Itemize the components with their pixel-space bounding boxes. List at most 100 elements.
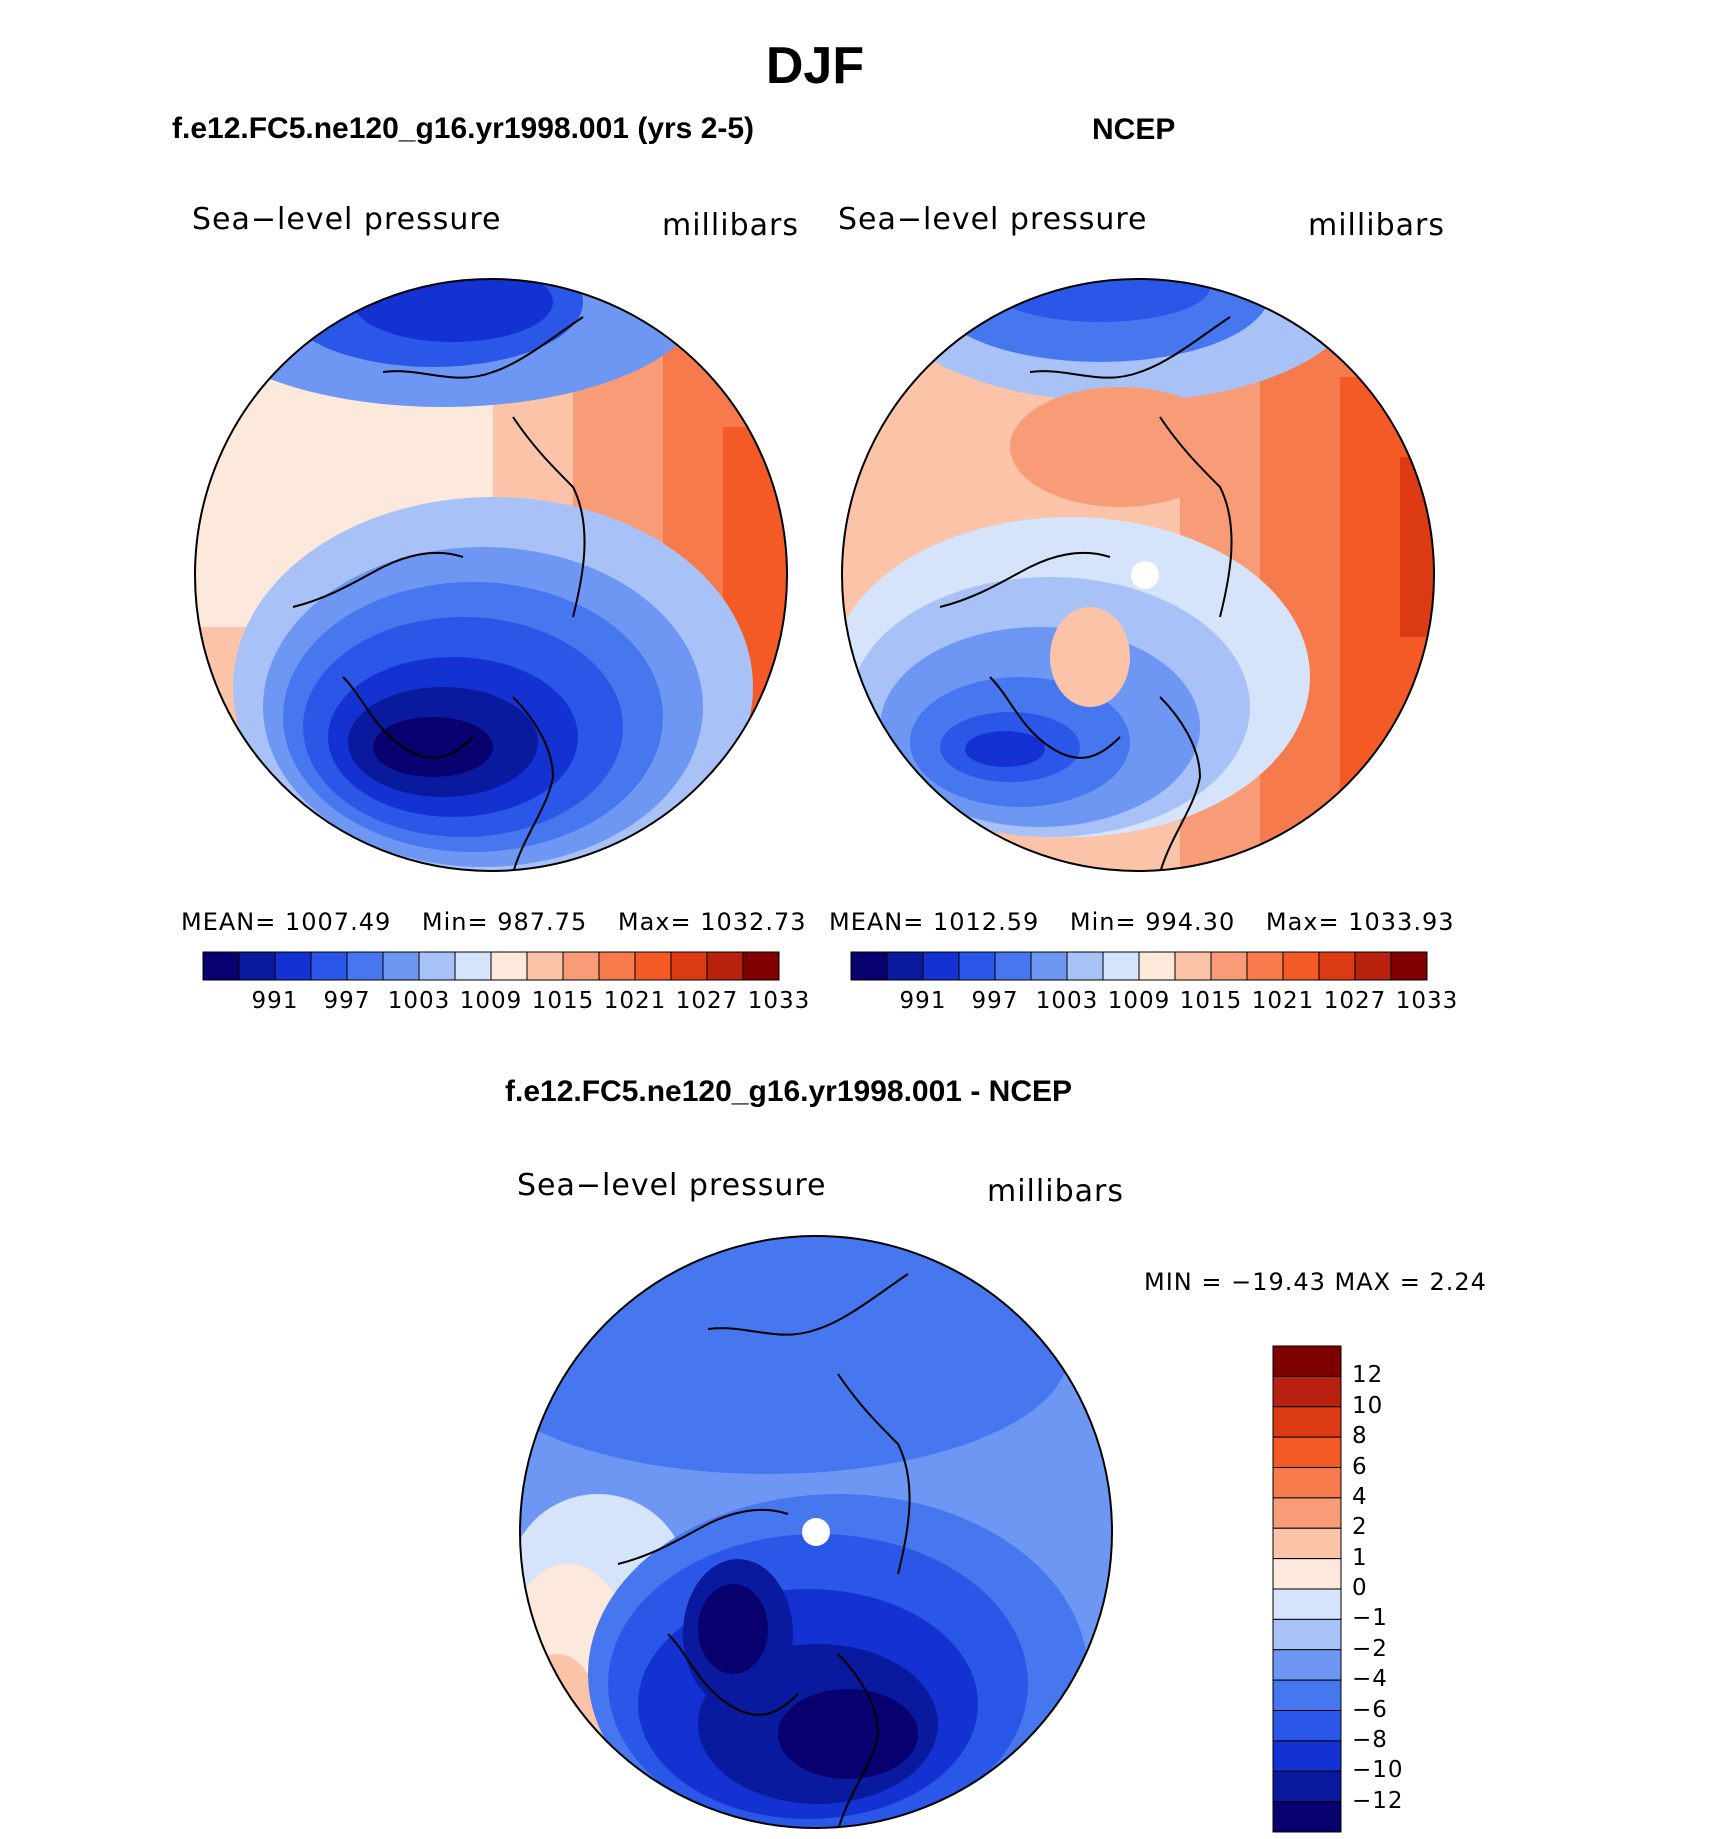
colorbar-tick-label: 1015	[1179, 988, 1243, 1014]
colorbar-model	[202, 951, 780, 981]
min-label: Min=	[1069, 908, 1137, 936]
stats-difference: MIN = −19.43 MAX = 2.24	[1144, 1268, 1487, 1296]
colorbar-tick-label: 1003	[1035, 988, 1099, 1014]
panel-title-model: f.e12.FC5.ne120_g16.yr1998.001 (yrs 2-5)	[172, 112, 755, 145]
colorbar-swatch	[1030, 951, 1068, 981]
colorbar-swatch	[454, 951, 492, 981]
stats-model: MEAN= 1007.49 Min= 987.75 Max= 1032.73	[181, 908, 806, 936]
colorbar-swatch	[1174, 951, 1212, 981]
main-title: DJF	[765, 37, 865, 95]
colorbar-swatch	[1272, 1558, 1342, 1590]
colorbar-tick-label: 1033	[1395, 988, 1459, 1014]
colorbar-swatch	[202, 951, 240, 981]
mean-value: 1007.49	[285, 908, 392, 936]
colorbar-swatch	[634, 951, 672, 981]
colorbar-swatch	[1282, 951, 1320, 981]
colorbar-swatch	[1102, 951, 1140, 981]
colorbar-swatch	[1210, 951, 1248, 981]
colorbar-swatch	[310, 951, 348, 981]
colorbar-swatch	[1272, 1649, 1342, 1681]
colorbar-swatch	[1318, 951, 1356, 981]
panel-title-difference: f.e12.FC5.ne120_g16.yr1998.001 - NCEP	[505, 1075, 1072, 1108]
colorbar-tick-label: 8	[1352, 1423, 1368, 1450]
colorbar-tick-label: 997	[971, 988, 1019, 1014]
colorbar-swatch	[742, 951, 780, 981]
colorbar-swatch	[1272, 1710, 1342, 1742]
colorbar-swatch	[886, 951, 924, 981]
min-value: 994.30	[1145, 908, 1236, 936]
colorbar-swatch	[1272, 1801, 1342, 1833]
colorbar-swatch	[994, 951, 1032, 981]
colorbar-swatch	[1246, 951, 1284, 981]
colorbar-swatch	[382, 951, 420, 981]
colorbar-tick-label: 1009	[1107, 988, 1171, 1014]
colorbar-tick-label: −1	[1352, 1605, 1388, 1632]
colorbar-tick-label: 1021	[1251, 988, 1315, 1014]
colorbar-tick-label: −12	[1352, 1787, 1404, 1814]
colorbar-swatch	[346, 951, 384, 981]
colorbar-swatch	[706, 951, 744, 981]
colorbar-swatch	[1272, 1436, 1342, 1468]
colorbar-tick-label: 0	[1352, 1575, 1368, 1601]
variable-label-model: Sea−level pressure	[192, 202, 502, 237]
max-value: 1032.73	[700, 908, 807, 936]
colorbar-tick-label: 10	[1352, 1392, 1384, 1419]
map-model	[194, 278, 788, 872]
variable-label-ncep: Sea−level pressure	[838, 202, 1148, 237]
colorbar-tick-label: 1	[1352, 1544, 1368, 1571]
colorbar-tick-label: −2	[1352, 1635, 1388, 1662]
colorbar-swatch	[1066, 951, 1104, 981]
stats-ncep: MEAN= 1012.59 Min= 994.30 Max= 1033.93	[829, 908, 1454, 936]
colorbar-swatch	[1272, 1679, 1342, 1711]
colorbar-tick-label: 991	[899, 988, 947, 1014]
colorbar-tick-label: 6	[1352, 1453, 1368, 1480]
mean-label: MEAN=	[181, 908, 277, 936]
colorbar-tick-label: −4	[1352, 1666, 1388, 1693]
colorbar-tick-label: 2	[1352, 1514, 1368, 1541]
colorbar-tick-label: 997	[323, 988, 371, 1014]
colorbar-swatch	[670, 951, 708, 981]
colorbar-labels-ncep: 991 997 1003 1009 1015 1021 1027 1033	[851, 988, 1458, 1018]
min-label: Min=	[421, 908, 489, 936]
units-label-difference: millibars	[987, 1174, 1124, 1209]
colorbar-swatch	[1390, 951, 1428, 981]
colorbar-tick-label: −8	[1352, 1726, 1388, 1753]
colorbar-swatch	[562, 951, 600, 981]
colorbar-swatch	[598, 951, 636, 981]
max-label: Max=	[617, 908, 692, 936]
colorbar-swatch	[526, 951, 564, 981]
units-label-ncep: millibars	[1308, 208, 1445, 243]
colorbar-tick-label: 1015	[531, 988, 595, 1014]
colorbar-ncep	[850, 951, 1428, 981]
colorbar-swatch	[1272, 1406, 1342, 1438]
max-value: 1033.93	[1348, 908, 1455, 936]
colorbar-swatch	[490, 951, 528, 981]
colorbar-swatch	[1272, 1497, 1342, 1529]
colorbar-swatch	[1272, 1618, 1342, 1651]
colorbar-swatch	[418, 951, 456, 981]
colorbar-tick-label: 1027	[675, 988, 739, 1014]
colorbar-tick-label: 1009	[459, 988, 523, 1014]
colorbar-swatch	[850, 951, 888, 981]
colorbar-tick-label: 1027	[1323, 988, 1387, 1014]
colorbar-swatch	[1272, 1527, 1342, 1560]
colorbar-tick-label: −6	[1352, 1696, 1388, 1723]
colorbar-labels-model: 991 997 1003 1009 1015 1021 1027 1033	[203, 988, 810, 1018]
panel-title-ncep: NCEP	[1092, 113, 1176, 146]
units-label-model: millibars	[662, 208, 799, 243]
colorbar-swatch	[1272, 1345, 1342, 1377]
colorbar-swatch	[274, 951, 312, 981]
colorbar-swatch	[1138, 951, 1176, 981]
colorbar-tick-label: 991	[251, 988, 299, 1014]
colorbar-swatch	[1272, 1740, 1342, 1772]
max-label: Max=	[1265, 908, 1340, 936]
colorbar-swatch	[238, 951, 276, 981]
colorbar-swatch	[1272, 1770, 1342, 1803]
colorbar-swatch	[1354, 951, 1392, 981]
variable-label-difference: Sea−level pressure	[517, 1168, 827, 1203]
colorbar-tick-label: 1033	[747, 988, 811, 1014]
colorbar-labels-difference: 12 10 8 6 4 2 1 0 −1 −2 −4 −6 −8 −10 −12	[1352, 1346, 1452, 1832]
colorbar-tick-label: −10	[1352, 1757, 1404, 1784]
min-value: 987.75	[497, 908, 588, 936]
colorbar-tick-label: 12	[1352, 1362, 1384, 1389]
